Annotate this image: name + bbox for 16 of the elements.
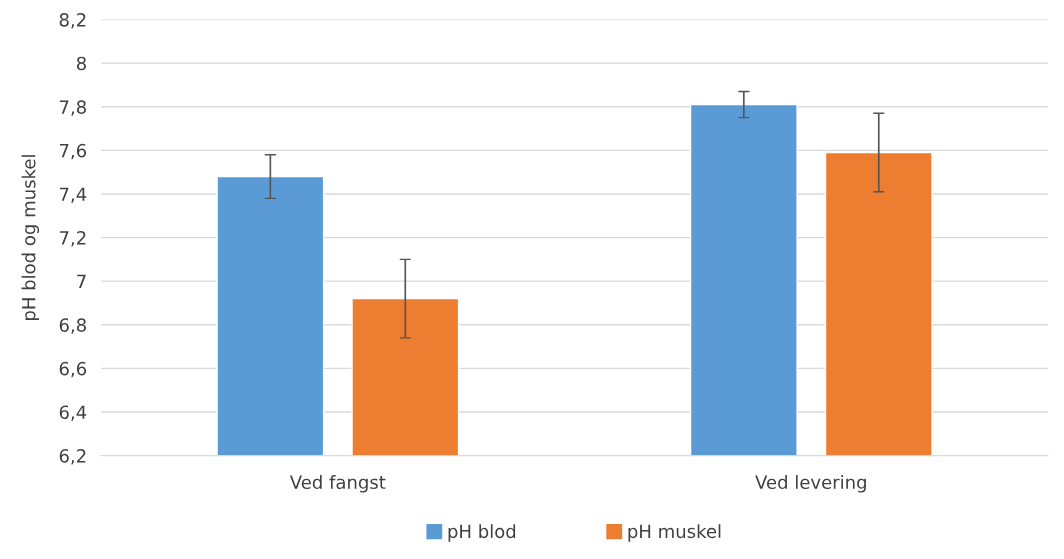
y-tick-label: 7,6	[59, 143, 87, 160]
y-tick-label: 7,2	[59, 231, 86, 247]
y-tick-label: 8	[76, 56, 86, 71]
legend-label: pH blod	[448, 524, 516, 542]
y-tick-label: 6,2	[59, 449, 86, 465]
x-tick-label: Ved fangst	[289, 475, 386, 493]
y-tick-label: 7,4	[59, 187, 87, 203]
legend-label: pH muskel	[628, 524, 721, 542]
y-tick-label: 6,4	[59, 405, 87, 421]
y-tick-label: 8,2	[59, 13, 86, 29]
y-tick-label: 7	[77, 274, 86, 289]
y-tick-label: 7,8	[59, 100, 86, 116]
y-axis-title: pH blod og muskel	[21, 155, 40, 320]
x-tick-label: Ved levering	[755, 475, 866, 493]
y-tick-label: 6,8	[59, 318, 86, 334]
y-tick-label: 6,6	[59, 361, 87, 378]
